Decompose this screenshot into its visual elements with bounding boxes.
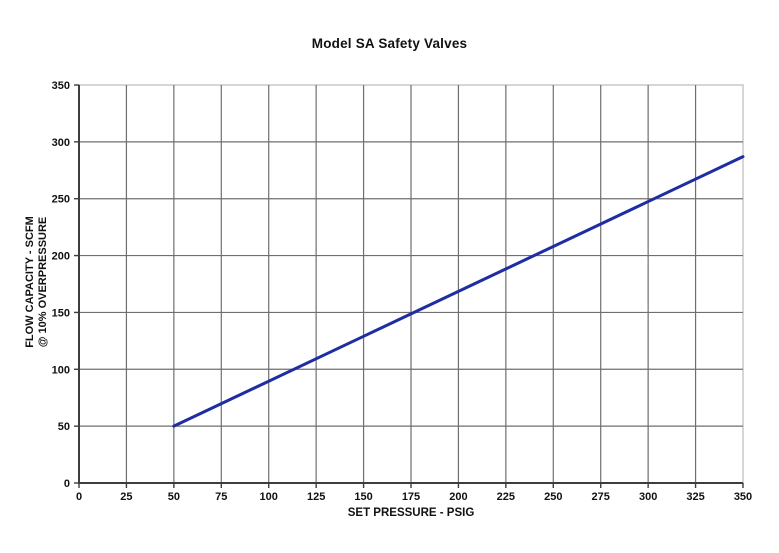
x-tick-label: 350: [734, 491, 752, 503]
y-tick-label: 200: [52, 251, 70, 263]
x-tick-label: 275: [592, 491, 610, 503]
chart-title: Model SA Safety Valves: [311, 36, 468, 51]
x-tick-label: 0: [76, 491, 82, 503]
data-line: [172, 155, 745, 428]
x-axis-title: SET PRESSURE - PSIG: [347, 507, 475, 519]
y-tick-label: 0: [64, 478, 70, 490]
y-tick-label: 100: [52, 364, 70, 376]
x-tick-label: 250: [544, 491, 562, 503]
y-tick-label: 50: [58, 421, 70, 433]
x-tick-label: 300: [639, 491, 657, 503]
x-tick-label: 100: [260, 491, 278, 503]
x-tick-label: 50: [168, 491, 180, 503]
y-tick-label: 150: [52, 307, 70, 319]
x-tick-label: 200: [449, 491, 467, 503]
x-tick-label: 225: [497, 491, 515, 503]
y-tick-label: 350: [52, 80, 70, 92]
x-tick-label: 125: [307, 491, 325, 503]
x-tick-label: 75: [215, 491, 227, 503]
y-tick-label: 300: [52, 137, 70, 149]
x-tick-label: 325: [686, 491, 704, 503]
x-tick-label: 175: [402, 491, 420, 503]
y-tick-label: 250: [52, 194, 70, 206]
x-tick-label: 25: [120, 491, 132, 503]
x-tick-label: 150: [354, 491, 372, 503]
